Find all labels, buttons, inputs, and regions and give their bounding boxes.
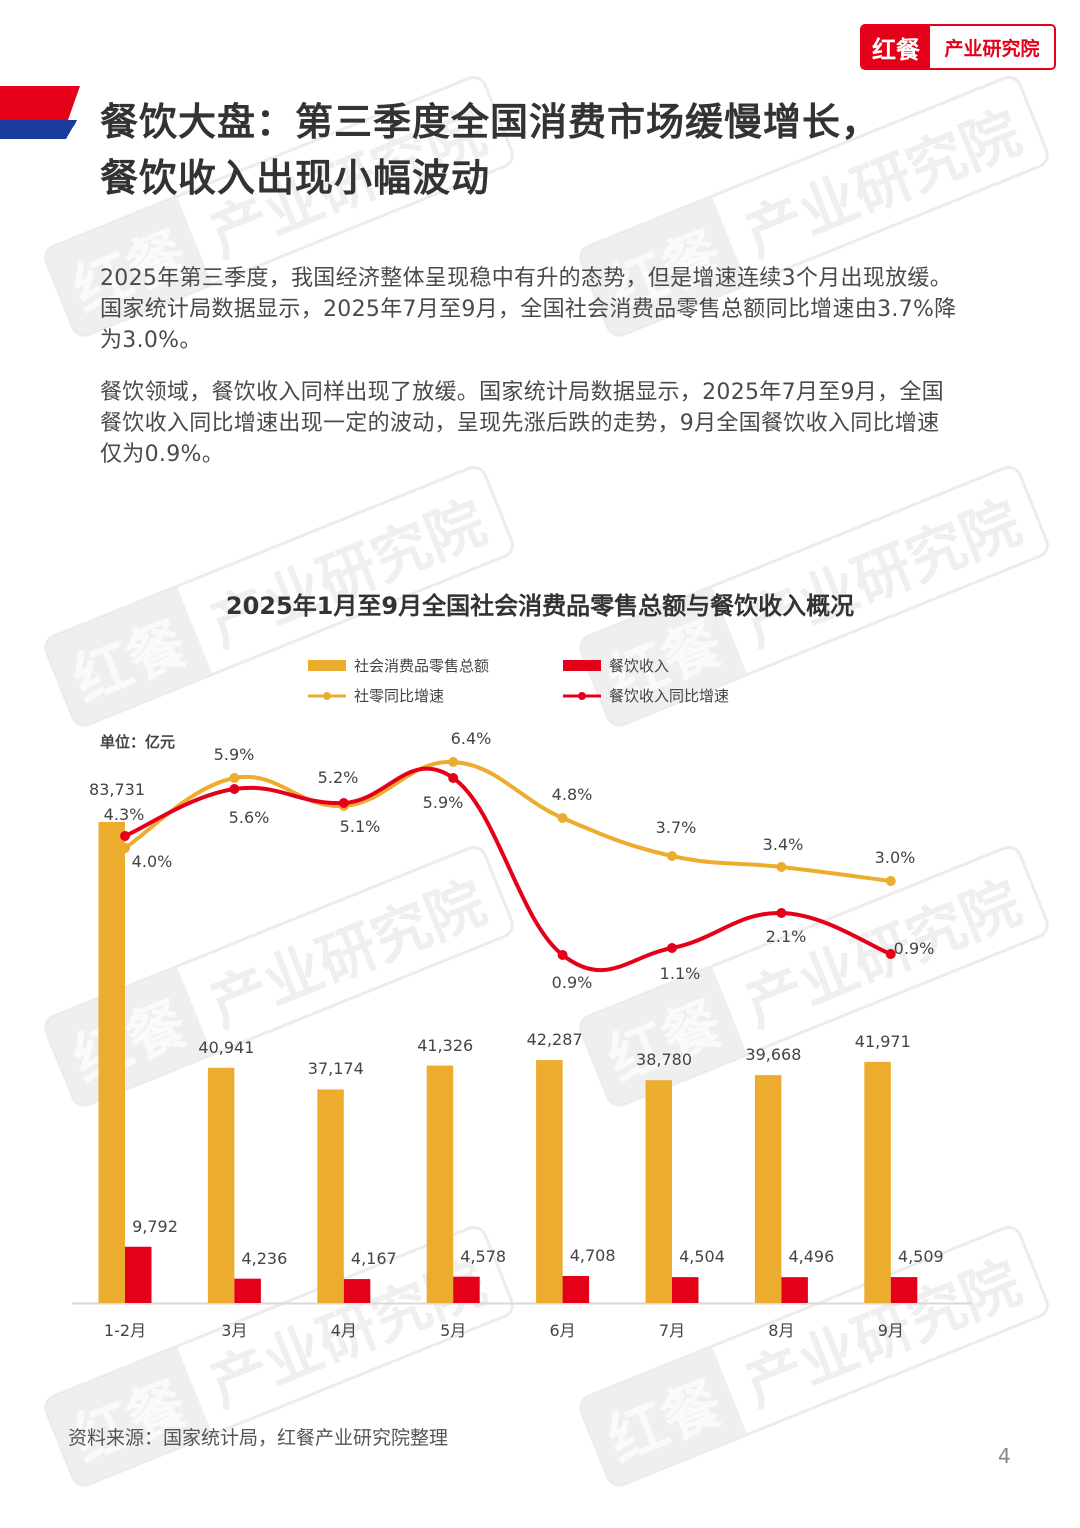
bar-catering-revenue xyxy=(890,1277,918,1303)
x-axis-tick-label: 6月 xyxy=(549,1321,576,1340)
page-number: 4 xyxy=(998,1444,1011,1468)
bar-retail-total xyxy=(207,1067,235,1303)
bar-catering-revenue xyxy=(234,1278,261,1303)
catering-yoy-label: 5.6% xyxy=(228,808,270,827)
retail-yoy-label: 6.4% xyxy=(450,729,492,748)
bar-value-label: 4,708 xyxy=(569,1245,616,1265)
line-retail-yoy-point xyxy=(885,876,896,886)
bar-value-label: 41,971 xyxy=(854,1031,911,1051)
line-retail-yoy-point xyxy=(557,813,568,823)
brand-logo: 红餐 产业研究院 xyxy=(860,24,1056,70)
bar-retail-total xyxy=(864,1061,891,1303)
line-catering-yoy-point xyxy=(776,908,787,918)
line-retail-yoy-point xyxy=(120,843,130,853)
logo-text: 产业研究院 xyxy=(930,26,1054,68)
bar-catering-revenue xyxy=(781,1277,808,1303)
retail-yoy-label: 3.0% xyxy=(874,848,916,867)
bar-value-label: 4,509 xyxy=(897,1247,944,1267)
bar-value-label: 4,167 xyxy=(350,1249,397,1269)
retail-yoy-label: 3.4% xyxy=(762,835,804,854)
bar-value-label: 40,941 xyxy=(198,1037,255,1057)
x-axis-tick-label: 1-2月 xyxy=(103,1321,147,1340)
x-axis-tick-label: 9月 xyxy=(877,1321,904,1340)
legend-line-swatch-icon xyxy=(563,691,601,700)
catering-yoy-label: 2.1% xyxy=(765,927,807,946)
line-catering-yoy xyxy=(124,766,892,973)
line-catering-yoy-point xyxy=(338,798,349,808)
line-retail-yoy-point xyxy=(448,757,459,767)
catering-yoy-label: 0.9% xyxy=(893,939,935,958)
bar-value-label: 42,287 xyxy=(526,1030,583,1050)
line-retail-yoy-point xyxy=(667,851,677,861)
catering-yoy-label: 5.1% xyxy=(339,817,381,836)
bar-value-label: 4,578 xyxy=(460,1246,507,1266)
line-catering-yoy-point xyxy=(120,831,130,841)
line-retail-yoy-point xyxy=(776,862,787,872)
line-catering-yoy-point xyxy=(557,950,568,960)
legend-catering-yoy: 餐饮收入同比增速 xyxy=(563,685,729,706)
bar-retail-total xyxy=(536,1060,563,1303)
legend-retail-yoy: 社零同比增速 xyxy=(308,685,444,706)
retail-yoy-label: 5.2% xyxy=(317,768,359,787)
bar-value-label: 39,668 xyxy=(745,1045,802,1065)
body-paragraph: 2025年第三季度，我国经济整体呈现稳中有升的态势，但是增速连续3个月出现放缓。… xyxy=(100,266,957,353)
source-note: 资料来源：国家统计局，红餐产业研究院整理 xyxy=(68,1427,449,1449)
retail-yoy-label: 4.0% xyxy=(131,852,173,871)
bar-value-label: 4,236 xyxy=(241,1248,288,1268)
retail-yoy-label: 4.8% xyxy=(551,785,593,804)
page-title: 餐饮大盘：第三季度全国消费市场缓慢增长， 餐饮收入出现小幅波动 xyxy=(100,100,881,200)
x-axis-tick-label: 4月 xyxy=(330,1321,357,1340)
bar-retail-total xyxy=(317,1089,344,1303)
bar-value-label: 9,792 xyxy=(132,1216,178,1236)
catering-yoy-label: 1.1% xyxy=(659,964,701,983)
bar-retail-total xyxy=(754,1075,782,1303)
retail-yoy-label: 5.9% xyxy=(213,745,255,764)
bar-value-label: 37,174 xyxy=(307,1059,364,1079)
title-flag-icon xyxy=(0,86,80,139)
legend-retail-total: 社会消费品零售总额 xyxy=(308,655,489,676)
bar-catering-revenue xyxy=(343,1279,371,1303)
bar-value-label: 4,496 xyxy=(788,1247,835,1267)
bar-catering-revenue xyxy=(672,1277,699,1303)
bar-retail-total xyxy=(645,1080,672,1303)
bar-retail-total xyxy=(98,822,125,1303)
bar-catering-revenue xyxy=(453,1276,480,1303)
line-retail-yoy-point xyxy=(229,773,240,783)
line-catering-yoy-point xyxy=(229,784,240,794)
x-axis-tick-label: 8月 xyxy=(768,1321,795,1340)
legend-bar-swatch-icon xyxy=(308,660,346,671)
legend-bar-swatch-icon xyxy=(563,660,601,671)
bar-value-label: 38,780 xyxy=(636,1050,692,1070)
catering-yoy-label: 4.3% xyxy=(103,805,145,824)
bar-value-label: 41,326 xyxy=(417,1035,474,1055)
line-retail-yoy xyxy=(123,759,892,883)
catering-yoy-label: 5.9% xyxy=(422,793,464,812)
body-paragraph: 餐饮领域，餐饮收入同样出现了放缓。国家统计局数据显示，2025年7月至9月，全国… xyxy=(100,380,944,467)
legend-catering-revenue: 餐饮收入 xyxy=(563,655,669,676)
x-axis-tick-label: 3月 xyxy=(221,1321,248,1340)
x-axis-tick-label: 7月 xyxy=(658,1321,686,1340)
legend-line-swatch-icon xyxy=(308,691,346,700)
line-catering-yoy-point xyxy=(885,949,896,959)
x-axis-tick-label: 5月 xyxy=(440,1321,467,1340)
bar-catering-revenue xyxy=(125,1246,152,1303)
line-catering-yoy-point xyxy=(667,943,677,953)
chart-title: 2025年1月至9月全国社会消费品零售总额与餐饮收入概况 xyxy=(225,592,855,620)
unit-label: 单位：亿元 xyxy=(100,733,176,751)
bar-retail-total xyxy=(426,1065,454,1303)
bar-value-label: 4,504 xyxy=(679,1247,725,1267)
retail-yoy-label: 3.7% xyxy=(655,818,697,837)
bar-catering-revenue xyxy=(562,1275,590,1303)
line-catering-yoy-point xyxy=(448,773,459,783)
catering-yoy-label: 0.9% xyxy=(551,973,593,992)
logo-mark: 红餐 xyxy=(862,26,930,68)
bar-value-label: 83,731 xyxy=(89,780,145,799)
